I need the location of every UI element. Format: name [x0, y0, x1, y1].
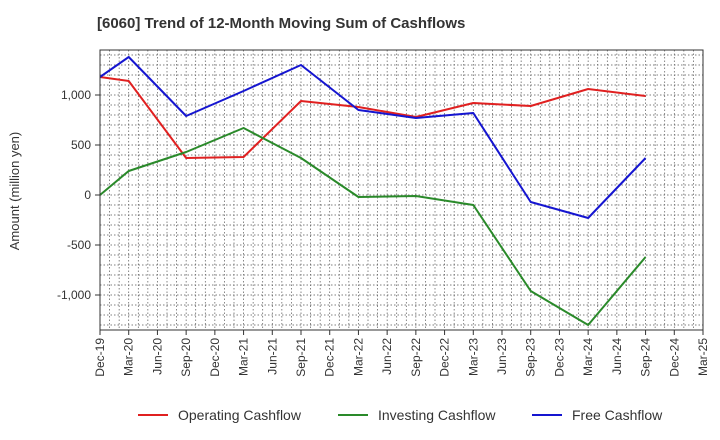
- x-tick-label: Dec-24: [667, 338, 681, 377]
- legend-item-free-cashflow: Free Cashflow: [532, 404, 662, 426]
- line-chart: -1,000 -500 0 500 1,000 Dec-19 Mar-20 Jun-20 Sep…: [7, 49, 710, 377]
- chart-title: [6060] Trend of 12-Month Moving Sum of C…: [97, 15, 466, 32]
- legend-label: Investing Cashflow: [378, 407, 496, 423]
- x-tick-label: Mar-20: [122, 338, 136, 376]
- x-tick-label: Jun-21: [265, 338, 279, 375]
- x-tick-label: Mar-21: [237, 338, 251, 376]
- x-tick-label: Dec-20: [208, 338, 222, 377]
- x-tick-label: Sep-22: [409, 338, 423, 377]
- x-tick-label: Sep-24: [639, 338, 653, 377]
- y-tick-label: 1,000: [61, 88, 91, 102]
- legend-swatch: [532, 414, 562, 416]
- x-tick-label: Dec-21: [323, 338, 337, 377]
- x-tick-label: Jun-24: [610, 338, 624, 375]
- x-tick-label: Mar-22: [351, 338, 365, 376]
- x-tick-label: Mar-24: [581, 338, 595, 376]
- y-tick-label: -500: [67, 238, 91, 252]
- legend-item-investing-cashflow: Investing Cashflow: [338, 404, 496, 426]
- operating-cashflow-line: [99, 76, 646, 159]
- x-tick-label: Dec-23: [552, 338, 566, 377]
- x-tick-label: Dec-19: [93, 338, 107, 377]
- investing-cashflow-line: [99, 127, 647, 326]
- legend: Operating Cashflow Investing Cashflow Free…: [0, 404, 720, 426]
- x-tick-label: Mar-25: [696, 338, 710, 376]
- x-tick-label: Jun-20: [150, 338, 164, 375]
- plot-frame: [99, 49, 704, 331]
- legend-swatch: [338, 414, 368, 416]
- x-tick-label: Mar-23: [466, 338, 480, 376]
- axes: -1,000 -500 0 500 1,000 Dec-19 Mar-20 Jun-20 Sep…: [57, 49, 710, 377]
- x-tick-label: Dec-22: [438, 338, 452, 377]
- free-cashflow-line: [99, 56, 647, 219]
- x-tick-label: Sep-23: [524, 338, 538, 377]
- legend-swatch: [138, 414, 168, 416]
- x-tick-label: Sep-21: [294, 338, 308, 377]
- x-tick-label: Jun-22: [380, 338, 394, 375]
- x-tick-label: Jun-23: [495, 338, 509, 375]
- y-tick-label: -1,000: [57, 288, 91, 302]
- legend-label: Free Cashflow: [572, 407, 663, 423]
- y-axis-title: Amount (million yen): [7, 132, 22, 251]
- y-tick-label: 0: [84, 188, 91, 202]
- legend-label: Operating Cashflow: [178, 407, 301, 423]
- x-tick-label: Sep-20: [179, 338, 193, 377]
- legend-item-operating-cashflow: Operating Cashflow: [138, 404, 301, 426]
- series-lines: [99, 56, 647, 326]
- grid: [99, 50, 704, 330]
- y-tick-label: 500: [71, 138, 91, 152]
